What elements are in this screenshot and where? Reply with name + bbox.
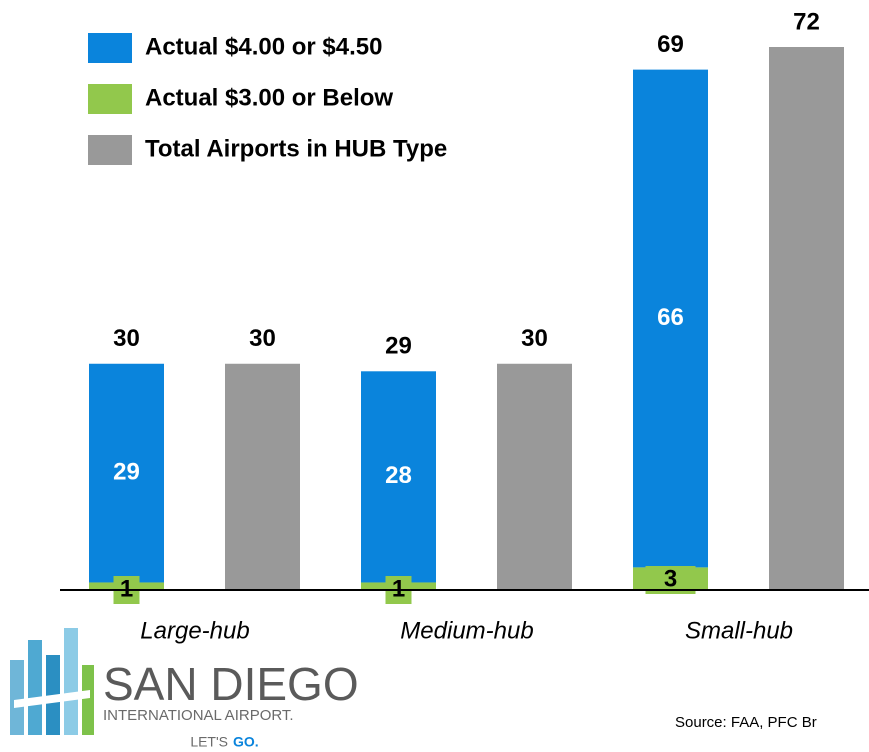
- logo-subtitle: INTERNATIONAL AIRPORT.: [103, 707, 294, 724]
- source: Source: FAA, PFC Br: [675, 714, 817, 731]
- value-label: 3: [664, 565, 677, 592]
- bar: [225, 363, 300, 590]
- logo-name: SAN DIEGO: [103, 658, 359, 710]
- bar-segment: [361, 371, 436, 583]
- legend-label: Actual $3.00 or Below: [145, 84, 393, 111]
- x-tick-label: Small-hub: [685, 617, 793, 644]
- legend-swatch: [88, 84, 132, 114]
- legend-label: Actual $4.00 or $4.50: [145, 33, 382, 60]
- total-label: 29: [385, 333, 412, 360]
- value-label: 72: [793, 8, 820, 35]
- legend-label: Total Airports in HUB Type: [145, 135, 447, 162]
- logo-tagline: LET'S: [190, 734, 228, 750]
- legend-swatch: [88, 33, 132, 63]
- bar-segment: [89, 363, 164, 583]
- value-label: 1: [120, 575, 133, 602]
- total-label: 30: [113, 325, 140, 352]
- value-label: 28: [385, 462, 412, 489]
- value-label: 1: [392, 575, 405, 602]
- total-label: 69: [657, 31, 684, 58]
- bar: [497, 363, 572, 590]
- bar: [769, 47, 844, 590]
- x-tick-label: Large-hub: [140, 617, 249, 644]
- x-tick-label: Medium-hub: [400, 617, 533, 644]
- value-label: 30: [249, 325, 276, 352]
- value-label: 29: [113, 458, 140, 485]
- value-label: 30: [521, 325, 548, 352]
- legend-swatch: [88, 135, 132, 165]
- logo-icon: [10, 628, 94, 735]
- logo-tagline: GO.: [233, 734, 259, 750]
- bar-segment: [633, 69, 708, 568]
- value-label: 66: [657, 304, 684, 331]
